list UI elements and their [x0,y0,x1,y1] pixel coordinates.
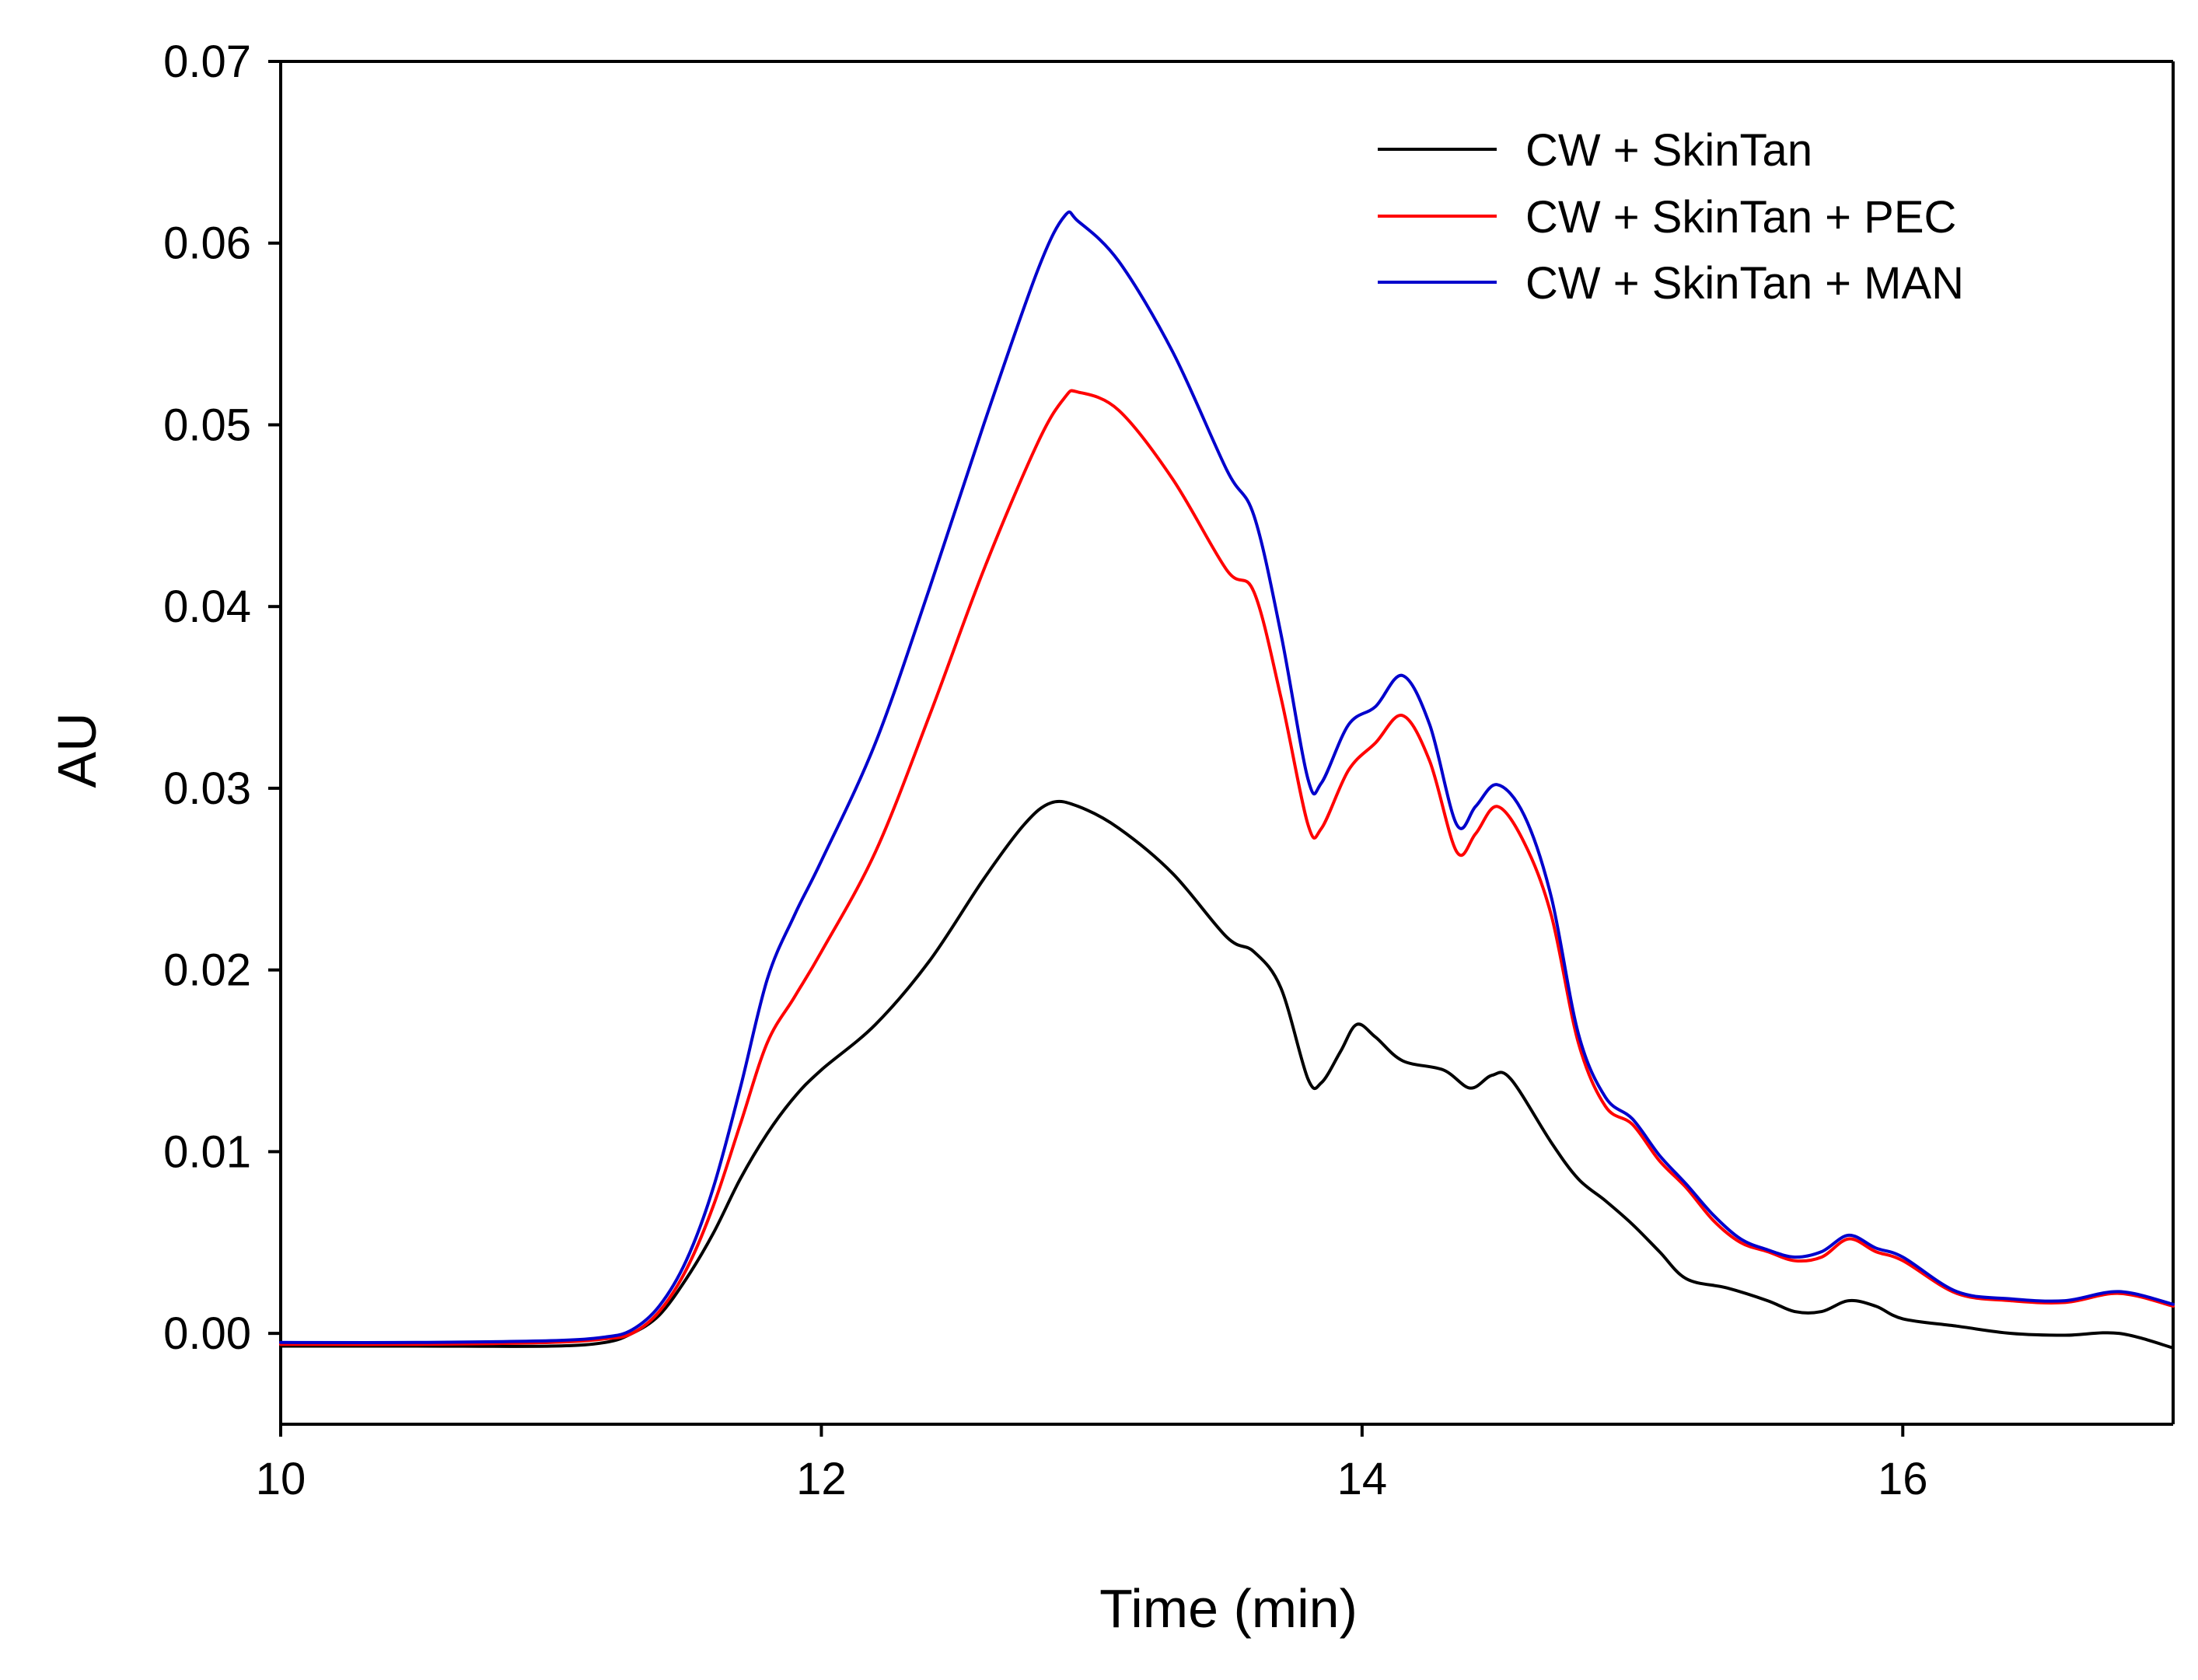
x-tick-label: 12 [796,1454,847,1504]
y-tick-label: 0.06 [163,218,251,269]
axes: 0.00 0.01 0.02 0.03 0.04 0.05 0.06 0.07 10 12 14 16 [163,37,2175,1504]
y-tick-label: 0.07 [163,37,251,87]
y-tick-label: 0.05 [163,400,251,450]
x-tick-label: 10 [256,1454,306,1504]
series-group [279,210,2175,1350]
series-line-cw-skintan [279,799,2175,1350]
y-tick-label: 0.01 [163,1126,251,1177]
x-tick-label: 14 [1337,1454,1388,1504]
series-line-cw-skintan-pec [279,389,2175,1346]
legend-label-cw-skintan-pec: CW + SkinTan + PEC [1525,192,1956,243]
series-line-cw-skintan-man [279,210,2175,1344]
legend: CW + SkinTan CW + SkinTan + PEC CW + SkinT… [1378,125,1964,309]
x-axis-title: Time (min) [1099,1578,1358,1639]
legend-label-cw-skintan: CW + SkinTan [1525,125,1812,176]
x-tick-label: 16 [1878,1454,1928,1504]
y-axis-title: AU [47,712,107,788]
y-tick-label: 0.00 [163,1308,251,1359]
y-tick-label: 0.03 [163,763,251,814]
legend-label-cw-skintan-man: CW + SkinTan + MAN [1525,258,1964,309]
y-tick-label: 0.04 [163,582,251,632]
y-tick-label: 0.02 [163,945,251,996]
